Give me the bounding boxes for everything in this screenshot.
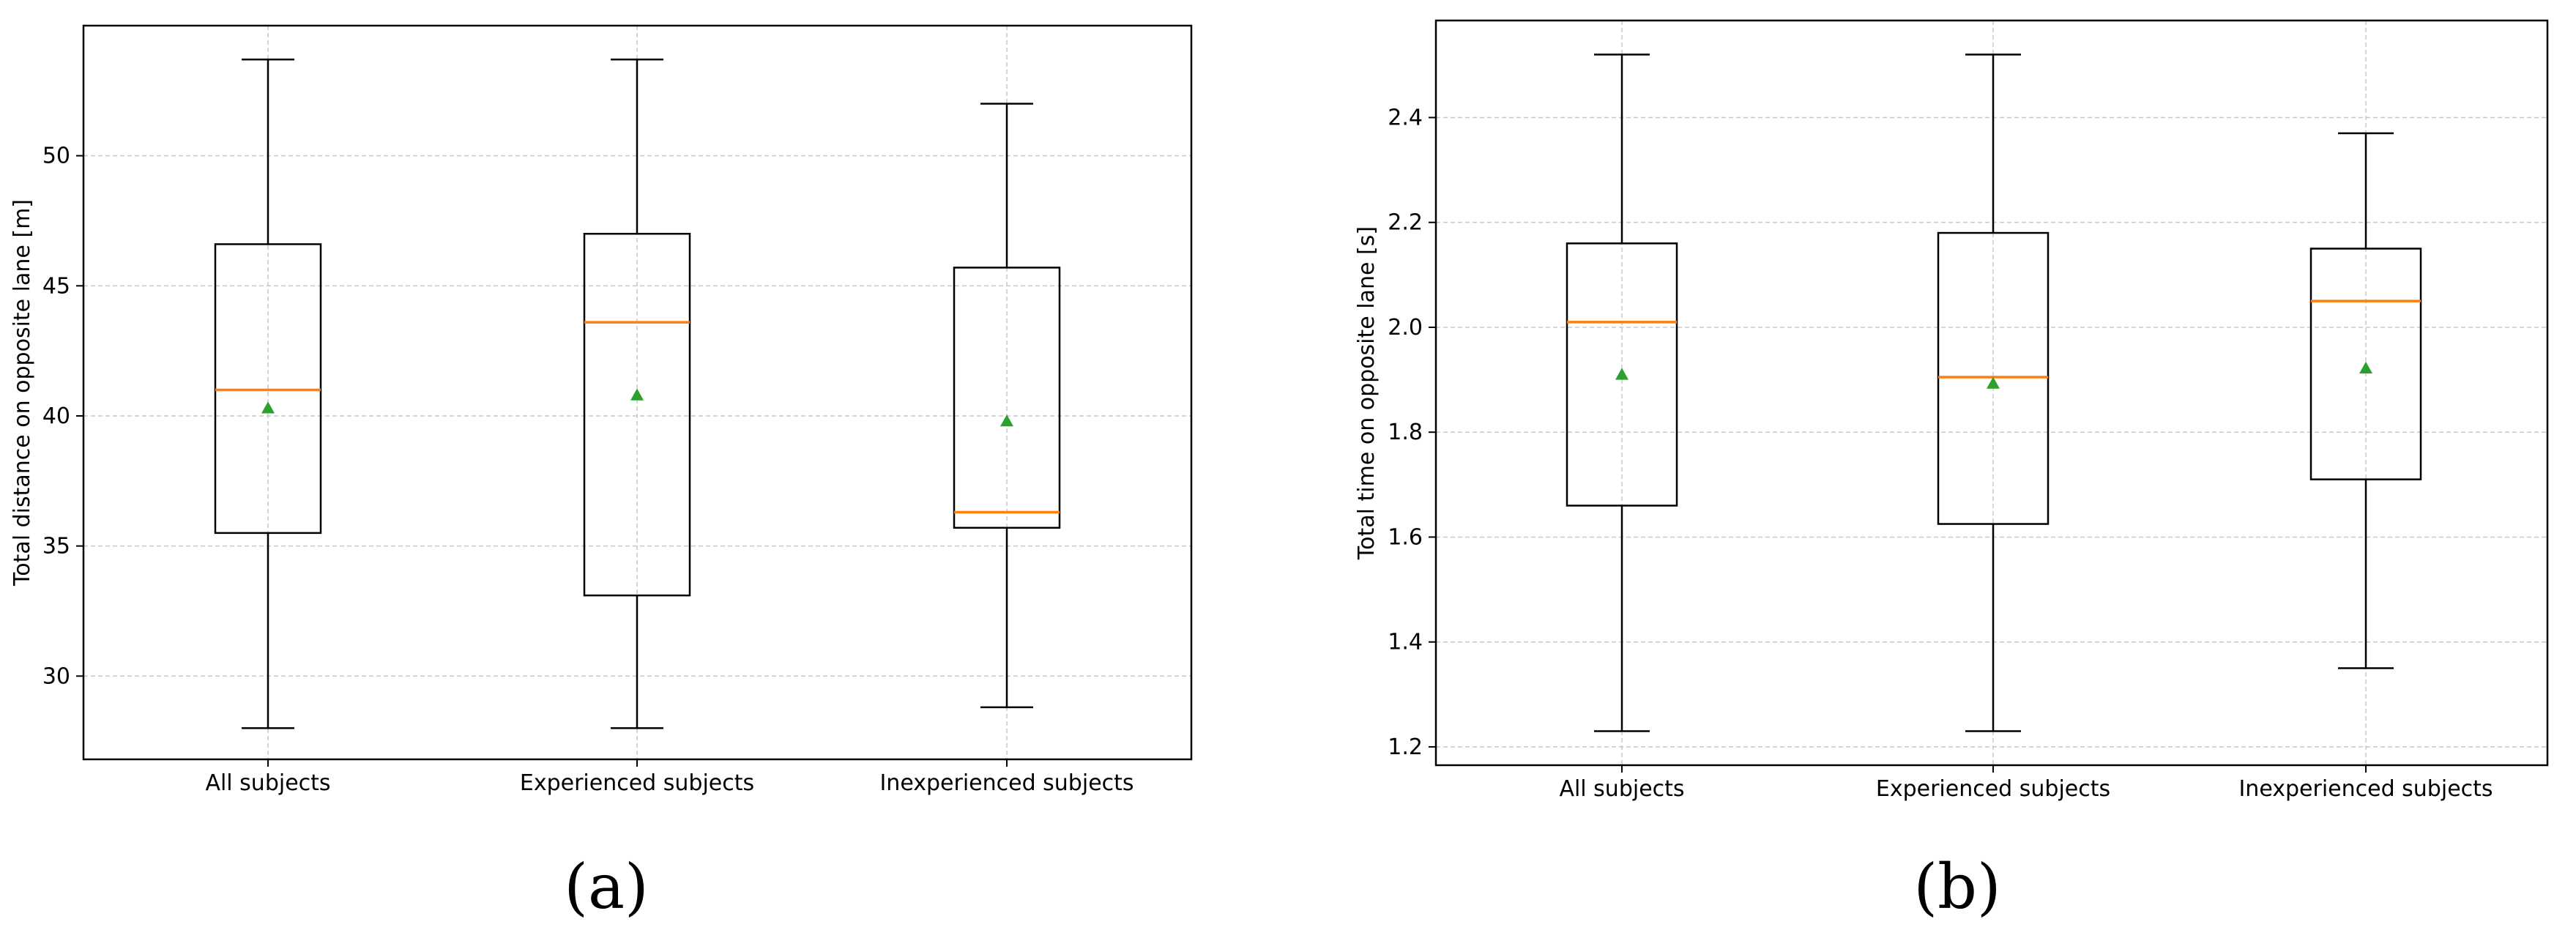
y-axis-title: Total time on opposite lane [s] xyxy=(1354,226,1380,560)
iqr-box xyxy=(214,243,322,535)
y-tick-label: 2.0 xyxy=(1388,315,1423,340)
iqr-box xyxy=(953,267,1061,529)
box-1 xyxy=(1566,53,1678,732)
x-tick-label: Experienced subjects xyxy=(1876,776,2110,802)
box-2 xyxy=(583,58,691,729)
chart-panel-2: 1.2 1.4 1.6 1.8 2.0 2.2 2.4 All subjects Experie… xyxy=(1354,19,2549,923)
y-tick-label: 45 xyxy=(42,273,70,299)
mean-marker xyxy=(2359,361,2372,374)
box-2 xyxy=(1937,53,2050,732)
x-tick-label: Experienced subjects xyxy=(520,770,754,796)
y-tick-label: 2.2 xyxy=(1388,210,1423,236)
plot-frame xyxy=(82,24,1193,761)
y-tick-label: 1.4 xyxy=(1388,630,1423,655)
iqr-box xyxy=(583,233,691,597)
box-3 xyxy=(2309,132,2422,669)
mean-marker xyxy=(1000,414,1013,427)
iqr-box xyxy=(1566,242,1678,507)
y-tick-label: 1.2 xyxy=(1388,734,1423,760)
x-tick-label: All subjects xyxy=(205,770,330,796)
chart-panel-1: 30 35 40 45 50 All subjects Experienced subjec… xyxy=(10,24,1193,923)
mean-marker xyxy=(1615,368,1628,380)
iqr-box xyxy=(1937,231,2050,525)
box-1 xyxy=(214,58,322,729)
y-tick-label: 40 xyxy=(42,403,70,429)
x-tick-label: Inexperienced subjects xyxy=(879,770,1133,796)
y-tick-label: 50 xyxy=(42,144,70,169)
mean-marker xyxy=(261,401,275,414)
y-tick-label: 35 xyxy=(42,534,70,559)
mean-marker xyxy=(1987,376,2000,389)
x-tick-label: All subjects xyxy=(1559,776,1684,802)
y-axis-title: Total distance on opposite lane [m] xyxy=(10,199,35,587)
y-tick-label: 1.6 xyxy=(1388,524,1423,550)
y-tick-label: 30 xyxy=(42,663,70,689)
mean-marker xyxy=(630,388,644,401)
iqr-box xyxy=(2309,248,2422,480)
y-tick-label: 1.8 xyxy=(1388,420,1423,445)
x-tick-label: Inexperienced subjects xyxy=(2238,776,2493,802)
y-tick-label: 2.4 xyxy=(1388,105,1423,130)
plot-frame xyxy=(1434,19,2549,767)
box-3 xyxy=(953,103,1061,709)
panel-label: (a) xyxy=(564,851,649,923)
panel-label: (b) xyxy=(1913,851,2000,923)
